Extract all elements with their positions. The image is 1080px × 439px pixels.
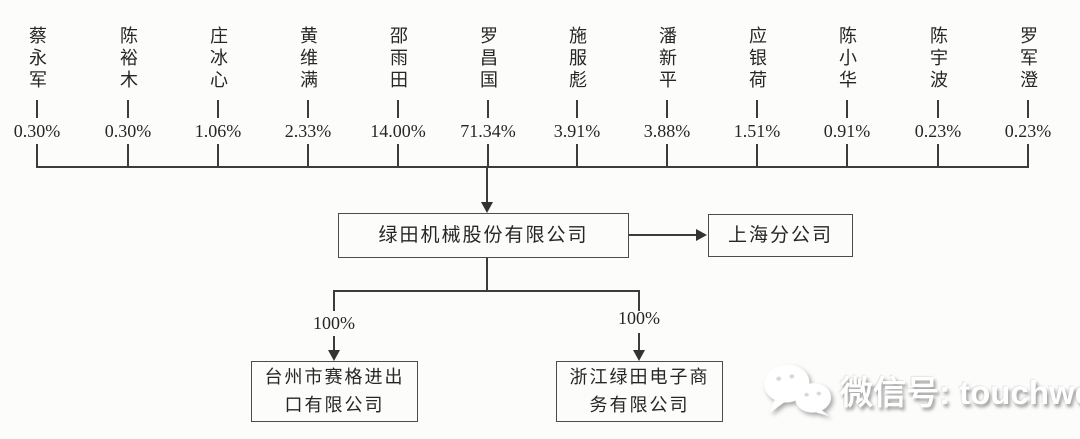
connector-line (487, 144, 489, 168)
parent-company-box: 绿田机械股份有限公司 (338, 213, 629, 258)
shareholder-column: 黄维满 2.33% (263, 24, 353, 168)
shareholder-percentage: 0.91% (823, 121, 871, 141)
shareholder-percentage: 0.30% (104, 121, 152, 141)
shareholder-column: 应银荷 1.51% (712, 24, 802, 168)
connector-line (487, 100, 489, 118)
connector-line (937, 100, 939, 118)
shareholder-percentage: 0.30% (13, 121, 61, 141)
watermark: 微信号: touchweb (762, 352, 1080, 428)
shareholder-name: 罗军澄 (1018, 26, 1038, 92)
shareholder-name: 庄冰心 (208, 26, 228, 92)
shareholder-name: 罗昌国 (478, 26, 498, 92)
branch-name: 上海分公司 (727, 224, 833, 246)
connector-line (1027, 100, 1029, 118)
shareholder-percentage: 3.91% (553, 121, 601, 141)
connector-line (333, 290, 335, 311)
parent-company-name: 绿田机械股份有限公司 (378, 224, 589, 246)
connector-line (333, 336, 335, 352)
wechat-icon (764, 364, 832, 417)
shareholder-name: 蔡永军 (27, 26, 47, 92)
subsidiary-name-line2: 口有限公司 (284, 394, 385, 415)
shareholder-percentage: 14.00% (370, 121, 426, 141)
connector-line (217, 100, 219, 118)
connector-line (576, 144, 578, 168)
connector-line (666, 100, 668, 118)
subsidiary-name-line1: 浙江绿田电子商 (569, 366, 710, 387)
shareholder-name: 邵雨田 (388, 26, 408, 92)
watermark-text: 微信号: touchweb (840, 374, 1080, 411)
connector-line (846, 144, 848, 168)
shareholder-column: 陈宇波 0.23% (893, 24, 983, 168)
connector-line (127, 100, 129, 118)
shareholder-percentage: 1.51% (733, 121, 781, 141)
ownership-percentage: 100% (618, 308, 660, 328)
connector-line (217, 144, 219, 168)
shareholder-name: 黄维满 (298, 26, 318, 92)
shareholder-column: 陈裕木 0.30% (83, 24, 173, 168)
shareholder-percentage: 0.23% (1004, 121, 1052, 141)
shareholders-bus-line (37, 166, 1029, 168)
connector-line (36, 144, 38, 168)
connector-line (307, 144, 309, 168)
connector-line (486, 258, 488, 292)
shareholder-percentage: 71.34% (460, 121, 516, 141)
shareholder-column: 庄冰心 1.06% (173, 24, 263, 168)
subsidiary-box: 台州市赛格进出 口有限公司 (251, 361, 418, 422)
shareholder-name: 陈小华 (837, 26, 857, 92)
subsidiaries-split-line (333, 290, 640, 292)
connector-line (397, 100, 399, 118)
arrow-right-icon (696, 229, 707, 241)
connector-line (638, 333, 640, 350)
shareholder-percentage: 1.06% (194, 121, 242, 141)
connector-line (36, 100, 38, 118)
connector-line (638, 290, 640, 311)
shareholder-column: 陈小华 0.91% (802, 24, 892, 168)
shareholder-column: 施服彪 3.91% (532, 24, 622, 168)
branch-box: 上海分公司 (708, 214, 853, 257)
shareholder-name: 应银荷 (747, 26, 767, 92)
shareholder-name: 陈宇波 (928, 26, 948, 92)
subsidiary-box: 浙江绿田电子商 务有限公司 (556, 361, 723, 422)
shareholder-percentage: 0.23% (914, 121, 962, 141)
shareholder-percentage: 3.88% (643, 121, 691, 141)
shareholder-column: 潘新平 3.88% (622, 24, 712, 168)
connector-line (756, 100, 758, 118)
shareholder-name: 陈裕木 (118, 26, 138, 92)
connector-line (486, 166, 488, 203)
shareholder-column: 蔡永军 0.30% (0, 24, 82, 168)
arrow-down-icon (328, 350, 340, 361)
shareholder-column: 罗军澄 0.23% (983, 24, 1073, 168)
arrow-down-icon (481, 202, 493, 213)
shareholder-percentage: 2.33% (284, 121, 332, 141)
ownership-percentage: 100% (313, 313, 355, 333)
connector-line (666, 144, 668, 168)
connector-line (576, 100, 578, 118)
connector-line (307, 100, 309, 118)
subsidiary-name-line1: 台州市赛格进出 (264, 366, 405, 387)
connector-line (629, 234, 696, 236)
connector-line (1027, 144, 1029, 168)
shareholder-name: 施服彪 (567, 26, 587, 92)
connector-line (397, 144, 399, 168)
connector-line (756, 144, 758, 168)
subsidiary-name: 台州市赛格进出 口有限公司 (265, 364, 405, 420)
connector-line (937, 144, 939, 168)
shareholder-column: 罗昌国 71.34% (443, 24, 533, 168)
shareholder-column: 邵雨田 14.00% (353, 24, 443, 168)
shareholder-name: 潘新平 (657, 26, 677, 92)
connector-line (846, 100, 848, 118)
subsidiary-name: 浙江绿田电子商 务有限公司 (570, 364, 710, 420)
arrow-down-icon (633, 350, 645, 361)
subsidiary-name-line2: 务有限公司 (589, 394, 690, 415)
connector-line (127, 144, 129, 168)
